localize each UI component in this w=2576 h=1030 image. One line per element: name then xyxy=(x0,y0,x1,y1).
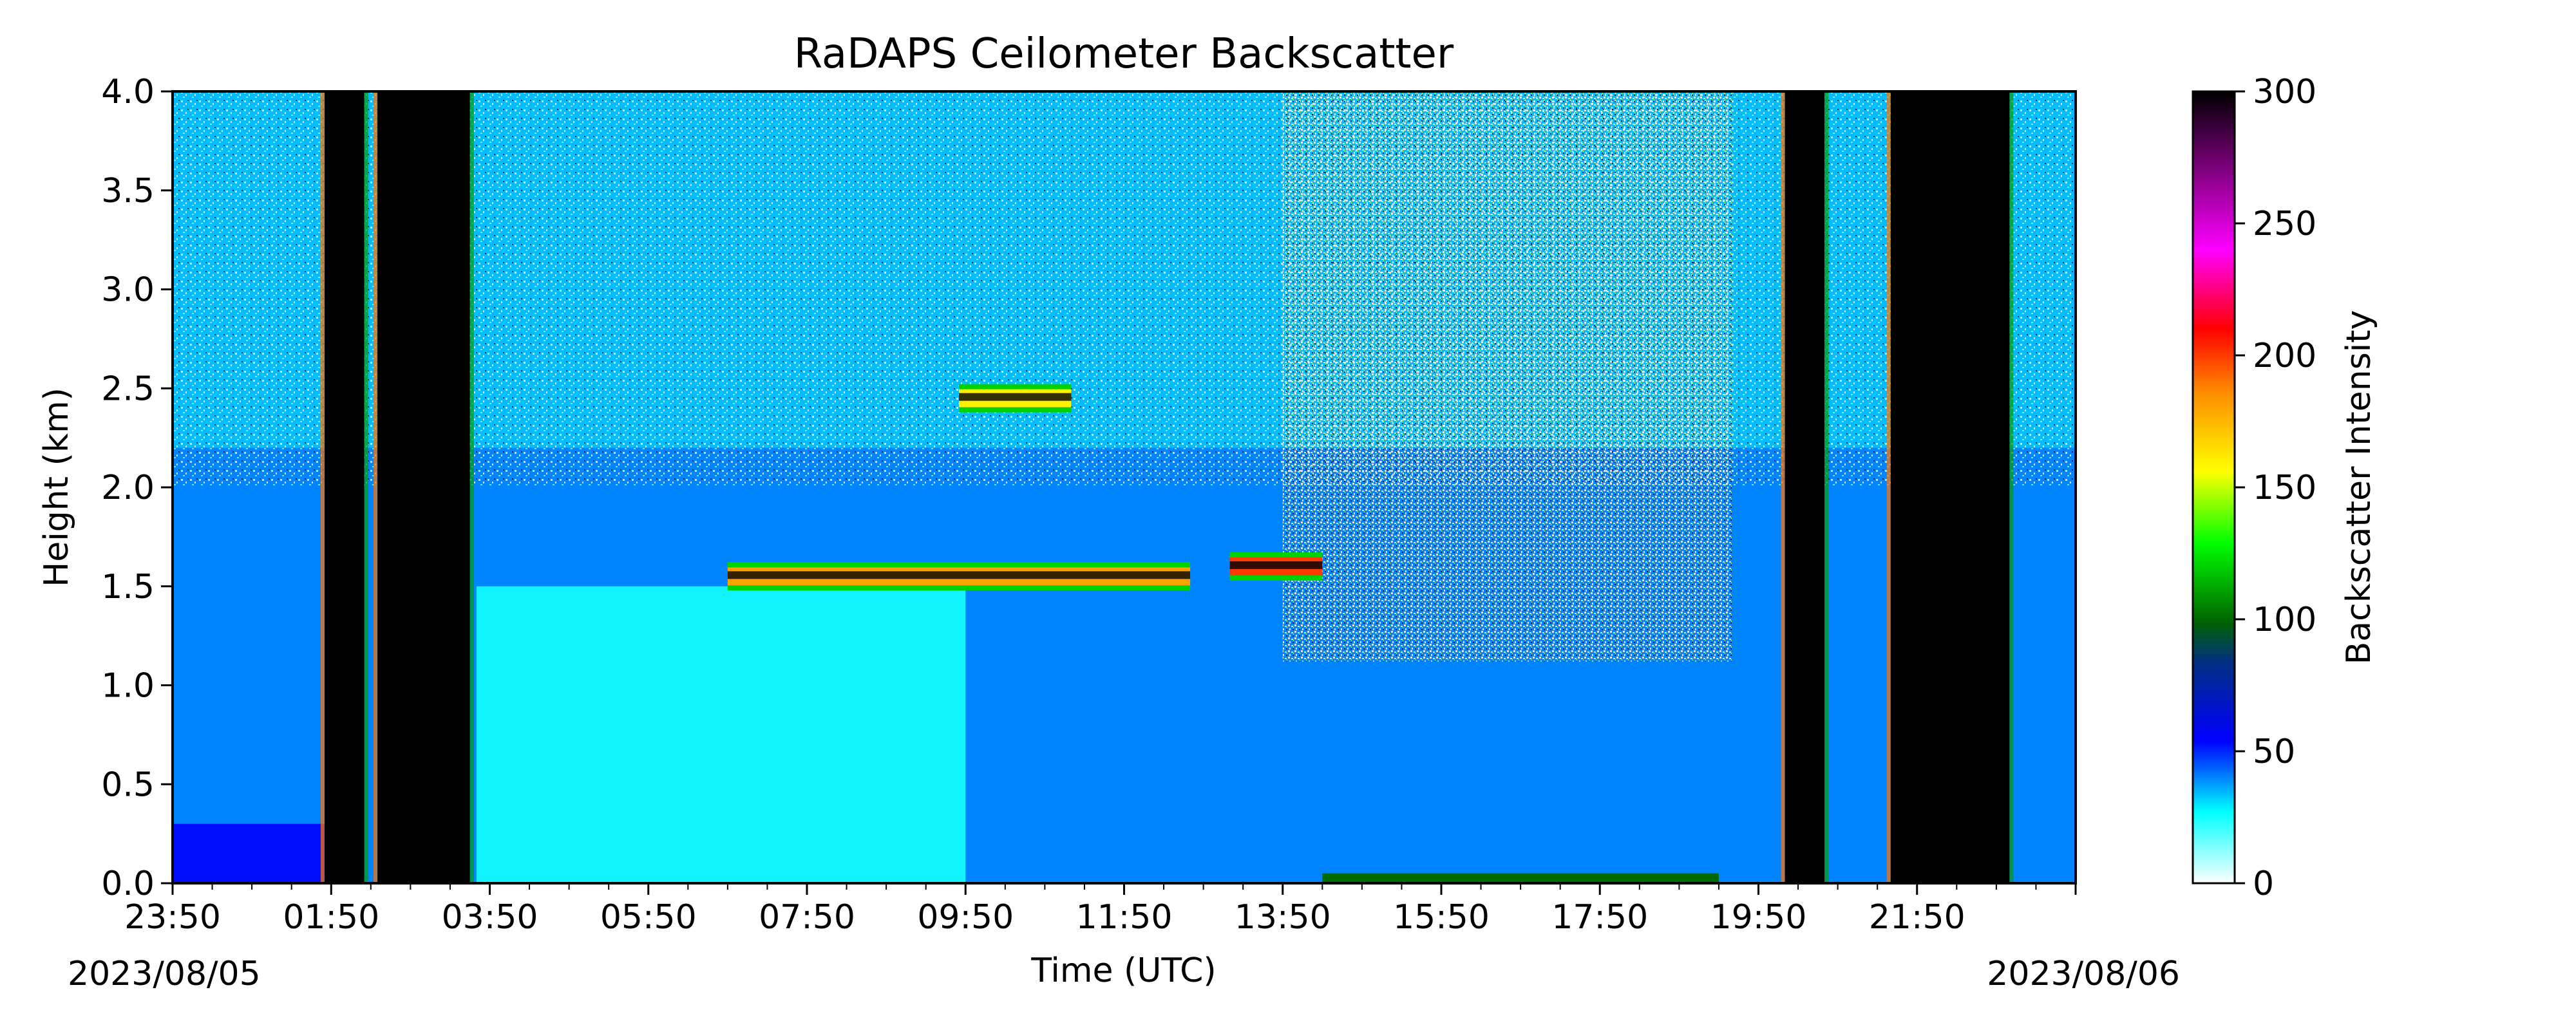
x-end-date: 2023/08/06 xyxy=(1987,955,2180,993)
y-axis: 0.0 0.5 1.0 1.5 2.0 2.5 3.0 3.5 4.0 xyxy=(101,73,173,903)
feature-residual-layer xyxy=(476,586,966,883)
heatmap-noise-dense xyxy=(1282,91,1732,662)
feature-saturated-column xyxy=(1890,91,2010,883)
feature-column-edge xyxy=(2009,91,2014,883)
feature-saturated-column xyxy=(377,91,470,883)
x-tick-label: 03:50 xyxy=(442,898,538,937)
feature-column-edge xyxy=(364,91,368,883)
colorbar-tick-label: 100 xyxy=(2253,601,2316,639)
x-tick-label: 17:50 xyxy=(1551,898,1648,937)
y-tick-label: 1.0 xyxy=(101,667,155,706)
colorbar-label: Backscatter Intensity xyxy=(2340,310,2378,665)
feature-column-edge xyxy=(374,91,378,883)
colorbar-tick-label: 50 xyxy=(2253,733,2295,771)
colorbar-axis: 0 50 100 150 200 250 300 xyxy=(2235,73,2316,903)
chart-title: RaDAPS Ceilometer Backscatter xyxy=(794,30,1454,78)
colorbar-tick-label: 0 xyxy=(2253,865,2274,903)
feature-column-edge xyxy=(320,91,325,883)
x-start-date: 2023/08/05 xyxy=(68,955,261,993)
heatmap-image xyxy=(173,91,2076,883)
feature-boundary-layer xyxy=(173,823,332,883)
y-tick-label: 1.5 xyxy=(101,568,155,606)
x-axis: 23:50 01:50 03:50 05:50 07:50 09:50 11:50 13:50… xyxy=(124,883,2077,937)
feature-cloud-core xyxy=(727,571,1191,579)
x-tick-label: 01:50 xyxy=(283,898,379,937)
x-tick-label: 23:50 xyxy=(124,898,221,937)
feature-column-edge xyxy=(1824,91,1829,883)
colorbar xyxy=(2192,90,2236,885)
x-tick-label: 15:50 xyxy=(1393,898,1490,937)
x-tick-label: 09:50 xyxy=(917,898,1014,937)
feature-column-edge xyxy=(1781,91,1785,883)
x-tick-label: 19:50 xyxy=(1710,898,1807,937)
y-tick-label: 2.5 xyxy=(101,370,155,408)
feature-surface-layer xyxy=(1322,873,1719,883)
colorbar-tick-label: 150 xyxy=(2253,469,2316,507)
y-tick-label: 3.5 xyxy=(101,172,155,211)
x-tick-label: 21:50 xyxy=(1869,898,1965,937)
feature-saturated-column xyxy=(1785,91,1825,883)
heatmap-noise-texture xyxy=(173,91,2076,487)
x-tick-label: 11:50 xyxy=(1076,898,1173,937)
feature-cloud-core xyxy=(958,393,1072,401)
feature-saturated-column xyxy=(324,91,365,883)
y-tick-label: 4.0 xyxy=(101,73,155,111)
feature-column-edge xyxy=(469,91,474,883)
x-tick-label: 07:50 xyxy=(759,898,855,937)
x-tick-label: 13:50 xyxy=(1235,898,1331,937)
y-tick-label: 0.5 xyxy=(101,765,155,804)
x-axis-label: Time (UTC) xyxy=(1030,951,1216,990)
colorbar-tick-label: 300 xyxy=(2253,73,2316,111)
x-tick-label: 05:50 xyxy=(600,898,697,937)
colorbar-tick-label: 200 xyxy=(2253,337,2316,375)
y-axis-label: Height (km) xyxy=(37,388,76,587)
y-tick-label: 0.0 xyxy=(101,865,155,903)
feature-column-edge xyxy=(1886,91,1891,883)
colorbar-tick-label: 250 xyxy=(2253,205,2316,243)
y-tick-label: 2.0 xyxy=(101,469,155,507)
y-tick-label: 3.0 xyxy=(101,271,155,310)
feature-cloud-core xyxy=(1229,561,1323,569)
